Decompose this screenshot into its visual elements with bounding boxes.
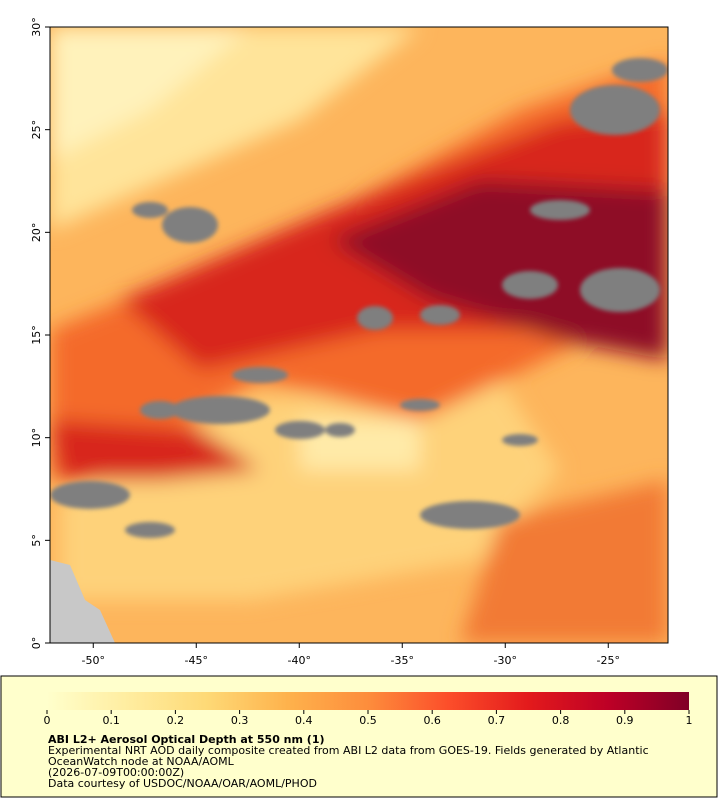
y-tick-label: 5° — [30, 534, 43, 547]
x-tick-label: -35° — [391, 654, 414, 667]
colorbar-tick-label: 0.7 — [488, 714, 506, 727]
x-tick-label: -45° — [185, 654, 208, 667]
caption-line: Experimental NRT AOD daily composite cre… — [48, 744, 649, 757]
colorbar-tick-label: 0.4 — [295, 714, 313, 727]
x-tick-label: -25° — [597, 654, 620, 667]
colorbar-tick-label: 0.3 — [231, 714, 249, 727]
colorbar-tick-label: 0.9 — [616, 714, 634, 727]
y-tick-label: 25° — [30, 120, 43, 140]
colorbar-tick-label: 0 — [44, 714, 51, 727]
y-tick-label: 15° — [30, 325, 43, 345]
y-tick-label: 0° — [30, 637, 43, 650]
aod-map — [50, 27, 668, 643]
y-tick-label: 10° — [30, 428, 43, 448]
y-tick-label: 30° — [30, 17, 43, 37]
caption-line: Data courtesy of USDOC/NOAA/OAR/AOML/PHO… — [48, 777, 317, 790]
colorbar-tick-label: 0.2 — [167, 714, 185, 727]
y-tick-label: 20° — [30, 223, 43, 243]
colorbar — [47, 692, 689, 710]
x-tick-label: -50° — [82, 654, 105, 667]
colorbar-tick-label: 0.1 — [102, 714, 120, 727]
caption-title: ABI L2+ Aerosol Optical Depth at 550 nm … — [48, 733, 325, 746]
colorbar-tick-label: 1 — [686, 714, 693, 727]
colorbar-tick-label: 0.5 — [359, 714, 377, 727]
colorbar-ticks: 0 0.1 0.2 0.3 0.4 0.5 0.6 0.7 0.8 0.9 1 — [44, 710, 693, 727]
map-axes: -50° -45° -40° -35° -30° -25° 0° 5° 10° 15° 20° 25°… — [30, 17, 620, 667]
x-tick-label: -30° — [494, 654, 517, 667]
x-tick-label: -40° — [288, 654, 311, 667]
caption-line: OceanWatch node at NOAA/AOML — [48, 755, 235, 768]
colorbar-tick-label: 0.8 — [552, 714, 570, 727]
caption-line: (2026-07-09T00:00:00Z) — [48, 766, 184, 779]
colorbar-tick-label: 0.6 — [423, 714, 441, 727]
